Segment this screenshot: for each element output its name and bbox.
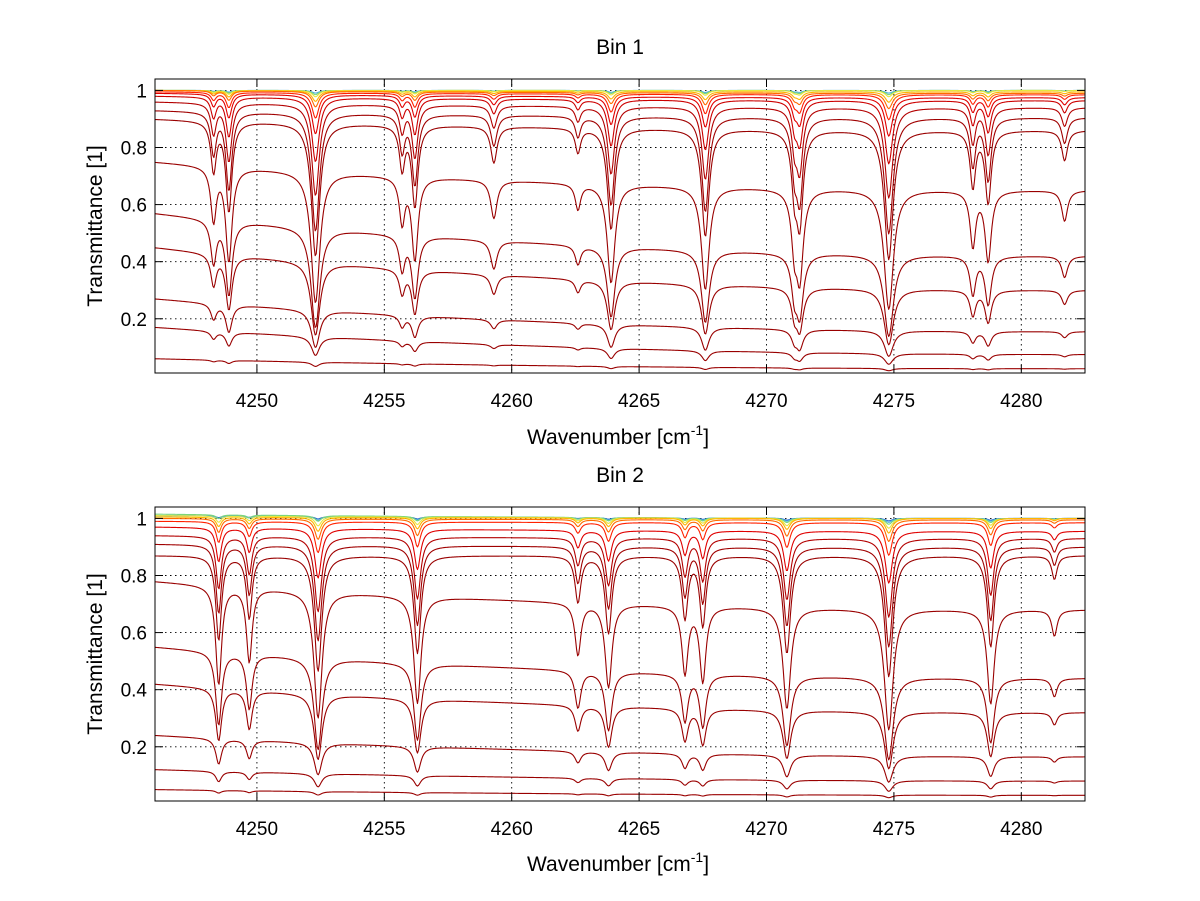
axes-frame xyxy=(154,506,1086,802)
transmittance-series xyxy=(154,326,1086,365)
transmittance-series xyxy=(154,683,1086,770)
y-tick-label: 0.6 xyxy=(121,624,147,645)
chart-title: Bin 1 xyxy=(596,36,644,59)
transmittance-series xyxy=(154,789,1085,799)
x-tick-labels: 4250 4255 4260 4265 4270 4275 4280 xyxy=(236,391,1043,412)
x-axis-label: Wavenumber [cm-1] xyxy=(527,849,709,876)
y-axis-label: Transmittance [1] xyxy=(84,573,107,734)
x-tick-label: 4260 xyxy=(491,391,533,412)
y-tick-labels: 0.2 0.4 0.6 0.8 1 xyxy=(121,509,148,758)
transmittance-series xyxy=(155,89,1086,103)
x-tick-label: 4265 xyxy=(618,391,660,412)
y-tick-label: 0.6 xyxy=(121,196,147,217)
transmittance-series xyxy=(154,526,1085,584)
x-tick-label: 4275 xyxy=(873,391,915,412)
y-tick-label: 0.2 xyxy=(121,738,147,759)
x-tick-label: 4270 xyxy=(745,819,787,840)
y-tick-label: 0.4 xyxy=(121,681,148,702)
x-tick-label: 4250 xyxy=(236,391,278,412)
transmittance-series xyxy=(154,769,1086,792)
x-tick-label: 4280 xyxy=(1000,819,1042,840)
x-axis-label: Wavenumber [cm-1] xyxy=(527,422,709,449)
x-tick-label: 4255 xyxy=(363,819,405,840)
transmittance-series xyxy=(154,110,1086,235)
plot-area xyxy=(154,513,1086,799)
tick-marks xyxy=(155,507,1085,801)
transmittance-series xyxy=(154,89,1086,110)
transmittance-series xyxy=(154,161,1086,310)
y-tick-label: 0.8 xyxy=(121,139,147,160)
transmittance-series xyxy=(154,358,1086,372)
transmittance-series xyxy=(155,520,1085,556)
transmittance-series xyxy=(154,95,1086,165)
tick-marks xyxy=(155,79,1085,373)
transmittance-series xyxy=(154,555,1086,678)
x-tick-label: 4260 xyxy=(491,819,533,840)
axes-frame xyxy=(154,78,1086,374)
transmittance-series xyxy=(154,646,1086,761)
transmittance-series xyxy=(154,247,1086,346)
y-tick-label: 0.4 xyxy=(121,253,148,274)
y-tick-label: 0.2 xyxy=(121,310,147,331)
grid xyxy=(155,79,1085,373)
x-tick-labels: 4250 4255 4260 4265 4270 4275 4280 xyxy=(236,819,1043,840)
x-tick-label: 4270 xyxy=(745,391,787,412)
y-axis-label: Transmittance [1] xyxy=(84,145,107,306)
x-tick-label: 4250 xyxy=(236,819,278,840)
y-tick-labels: 0.2 0.4 0.6 0.8 1 xyxy=(121,81,148,330)
transmittance-series xyxy=(154,213,1086,337)
x-tick-label: 4255 xyxy=(363,391,405,412)
y-tick-label: 0.8 xyxy=(121,567,147,588)
transmittance-series xyxy=(154,535,1086,618)
transmittance-series xyxy=(154,118,1086,261)
transmittance-series xyxy=(154,298,1086,357)
x-tick-label: 4275 xyxy=(873,819,915,840)
y-tick-label: 1 xyxy=(136,81,147,102)
y-tick-label: 1 xyxy=(136,509,147,530)
transmittance-series xyxy=(155,89,1085,98)
plot-area xyxy=(154,89,1086,372)
transmittance-series xyxy=(154,734,1085,783)
transmittance-series xyxy=(154,101,1086,199)
transmittance-series xyxy=(154,581,1086,731)
transmittance-series xyxy=(154,516,1085,534)
transmittance-series xyxy=(154,543,1086,648)
chart-bin-1: Bin 1 4250 4255 4260 4265 4270 4275 4280 0.20.… xyxy=(84,36,1086,449)
transmittance-series xyxy=(154,92,1086,137)
transmittance-series xyxy=(154,91,1086,121)
x-tick-label: 4265 xyxy=(618,819,660,840)
chart-bin-2: Bin 2 4250 4255 4260 4265 4270 4275 4280 0.20.… xyxy=(84,464,1086,876)
chart-title: Bin 2 xyxy=(596,464,644,487)
transmittance-series xyxy=(155,517,1085,542)
x-tick-label: 4280 xyxy=(1000,391,1042,412)
